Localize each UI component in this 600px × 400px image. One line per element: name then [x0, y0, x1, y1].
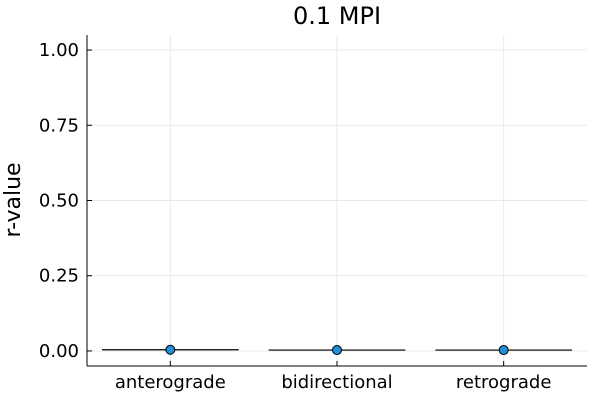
data-point-bidirectional — [332, 345, 342, 356]
y-tick-label: 0.25 — [39, 266, 79, 287]
x-tick-label: anterograde — [115, 372, 226, 393]
grid-layer — [87, 35, 587, 366]
x-tick-label: bidirectional — [281, 372, 392, 393]
y-tick-label: 0.00 — [39, 341, 79, 362]
y-tick-label: 0.75 — [39, 115, 79, 136]
ticks-layer: 0.00 0.25 0.50 0.75 1.00 anterograde bidirecti… — [39, 40, 552, 393]
data-point-retrograde — [498, 345, 509, 356]
chart-title: 0.1 MPI — [293, 2, 381, 30]
x-tick-label: retrograde — [456, 372, 552, 393]
marks-layer — [102, 344, 572, 356]
data-point-anterograde — [165, 344, 176, 355]
y-axis-label: r-value — [1, 162, 26, 237]
y-tick-label: 1.00 — [39, 40, 79, 61]
y-tick-label: 0.50 — [39, 191, 79, 212]
